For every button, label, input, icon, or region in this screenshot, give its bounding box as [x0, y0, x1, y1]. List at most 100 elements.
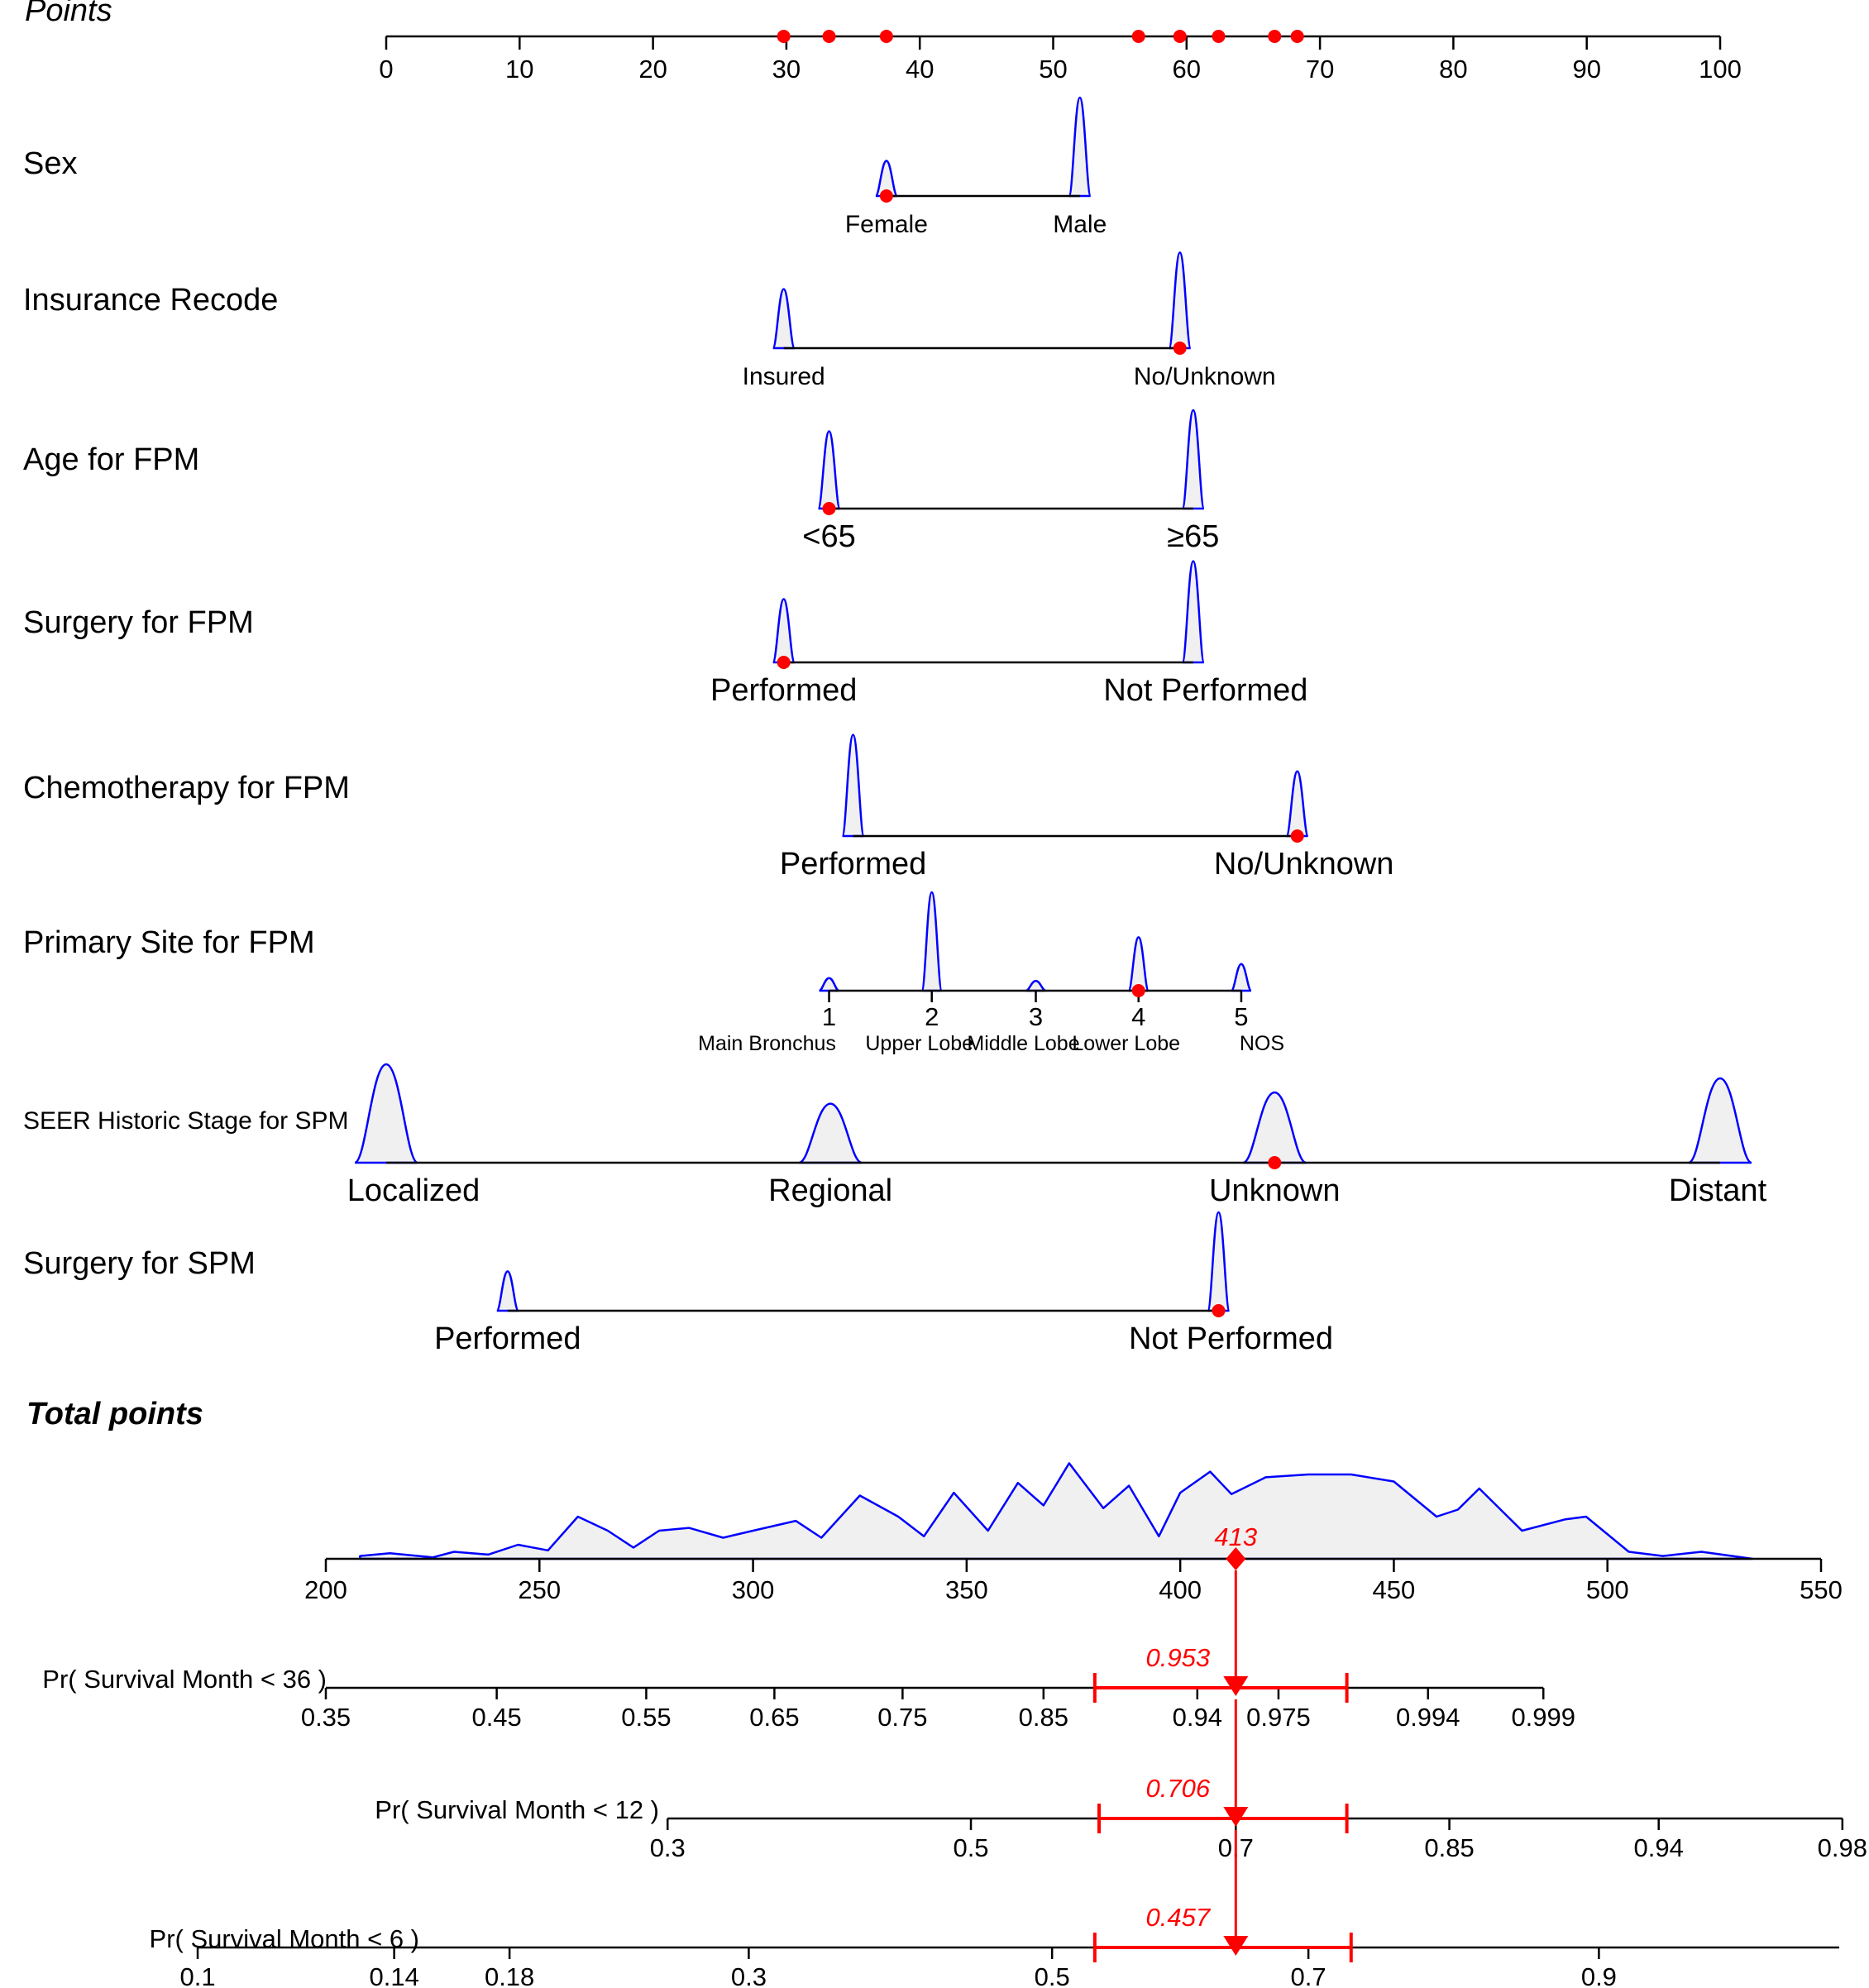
var-primary-site-for-fpm-code: 3 [1029, 1002, 1043, 1031]
points-selected-dot [1131, 30, 1145, 43]
var-sex-title: Sex [23, 146, 77, 181]
var-sex-selected-dot [879, 189, 893, 203]
var-sex-density [1068, 96, 1092, 198]
var-insurance-recode-level-label: Insured [743, 363, 825, 390]
prob-axis-1-tick-label: 0.999 [1511, 1703, 1575, 1732]
prob-axis-3-tick-label: 0.9 [1581, 1962, 1617, 1988]
var-surgery-for-fpm-level-label: Not Performed [1103, 673, 1307, 708]
var-chemotherapy-for-fpm-selected-dot [1290, 829, 1304, 843]
points-selected-dot [879, 30, 893, 43]
var-surgery-for-fpm-density [772, 598, 796, 664]
points-selected-dot [1290, 30, 1304, 43]
var-primary-site-for-fpm-code: 4 [1131, 1002, 1145, 1031]
var-primary-site-for-fpm-code: 1 [822, 1002, 836, 1031]
var-insurance-recode-level-label: No/Unknown [1134, 363, 1276, 390]
total-points-tick-label: 300 [732, 1575, 775, 1604]
var-surgery-for-spm-density [495, 1270, 520, 1312]
var-primary-site-for-fpm-level-label: Middle Lobe [967, 1032, 1079, 1055]
prob-axis-3-tick-label: 0.5 [1035, 1962, 1070, 1988]
points-tick-label: 100 [1699, 55, 1742, 84]
prob-axis-1-tick-label: 0.35 [301, 1703, 351, 1732]
prob-axis-2-tick-label: 0.98 [1818, 1833, 1867, 1862]
var-chemotherapy-for-fpm-title: Chemotherapy for FPM [23, 771, 350, 805]
points-selected-dot [777, 30, 791, 43]
var-primary-site-for-fpm-density [1127, 936, 1150, 992]
total-points-tick-label: 550 [1800, 1575, 1843, 1604]
var-primary-site-for-fpm-code: 5 [1234, 1002, 1248, 1031]
var-chemotherapy-for-fpm-density [1285, 770, 1309, 838]
var-insurance-recode-density [772, 288, 796, 350]
total-points-tick-label: 400 [1159, 1575, 1202, 1604]
prob-axis-1-tick-label: 0.65 [749, 1703, 799, 1732]
var-primary-site-for-fpm-selected-dot [1131, 984, 1145, 997]
prob-axis-1-tick-label: 0.975 [1246, 1703, 1311, 1732]
var-seer-historic-stage-for-spm-density [798, 1102, 863, 1164]
points-tick-label: 0 [379, 55, 393, 84]
prob-axis-1-tick-label: 0.994 [1396, 1703, 1460, 1732]
total-points-tick-label: 450 [1373, 1575, 1416, 1604]
prob-axis-3-tick-label: 0.7 [1291, 1962, 1326, 1988]
total-points-tick-label: 350 [945, 1575, 988, 1604]
var-age-for-fpm-level-label: <65 [802, 519, 855, 554]
prob-axis-1-marker [1223, 1676, 1249, 1696]
prob-axis-2-tick-label: 0.85 [1424, 1833, 1474, 1862]
prob-axis-3-tick-label: 0.3 [731, 1962, 767, 1988]
var-chemotherapy-for-fpm-level-label: No/Unknown [1214, 847, 1394, 882]
var-age-for-fpm-title: Age for FPM [23, 442, 199, 477]
total-points-title: Total points [26, 1397, 203, 1431]
var-primary-site-for-fpm-density [1025, 979, 1046, 992]
var-primary-site-for-fpm-density [920, 891, 943, 992]
var-seer-historic-stage-for-spm-density [354, 1063, 418, 1164]
prob-axis-1-tick-label: 0.85 [1019, 1703, 1068, 1732]
var-primary-site-for-fpm-density [819, 977, 840, 992]
var-primary-site-for-fpm-level-label: NOS [1240, 1032, 1284, 1055]
var-sex-level-label: Male [1053, 211, 1107, 238]
var-surgery-for-spm-density [1207, 1211, 1231, 1312]
var-age-for-fpm-level-label: ≥65 [1167, 519, 1219, 554]
var-insurance-recode-selected-dot [1173, 342, 1187, 355]
var-primary-site-for-fpm-level-label: Lower Lobe [1072, 1032, 1180, 1055]
prob-axis-2-value: 0.706 [1146, 1774, 1211, 1803]
var-surgery-for-spm-title: Surgery for SPM [23, 1246, 256, 1281]
var-surgery-for-spm-level-label: Not Performed [1129, 1321, 1333, 1356]
prob-axis-2-tick-label: 0.94 [1634, 1833, 1684, 1862]
points-tick-label: 60 [1173, 55, 1201, 84]
var-seer-historic-stage-for-spm-selected-dot [1268, 1156, 1282, 1169]
points-tick-label: 30 [772, 55, 801, 84]
var-primary-site-for-fpm-level-label: Main Bronchus [698, 1032, 836, 1055]
var-surgery-for-fpm-title: Surgery for FPM [23, 605, 254, 640]
total-points-density [359, 1462, 1754, 1560]
prob-axis-1-tick-label: 0.75 [877, 1703, 927, 1732]
var-seer-historic-stage-for-spm-level-label: Unknown [1209, 1173, 1340, 1208]
prob-axis-3-marker [1223, 1936, 1249, 1956]
var-surgery-for-fpm-level-label: Performed [710, 673, 857, 708]
var-sex-density [874, 160, 899, 198]
prob-axis-3-label: Pr( Survival Month < 6 ) [150, 1924, 419, 1953]
var-surgery-for-fpm-selected-dot [777, 656, 791, 669]
total-points-value: 413 [1214, 1522, 1257, 1551]
prob-axis-3-tick-label: 0.1 [179, 1962, 215, 1988]
prob-axis-1-tick-label: 0.55 [621, 1703, 671, 1732]
points-selected-dot [822, 30, 836, 43]
var-primary-site-for-fpm-title: Primary Site for FPM [23, 925, 315, 960]
points-tick-label: 70 [1306, 55, 1334, 84]
var-primary-site-for-fpm-level-label: Upper Lobe [865, 1032, 973, 1055]
points-tick-label: 40 [906, 55, 934, 84]
points-tick-label: 50 [1039, 55, 1067, 84]
prob-axis-3-value: 0.457 [1146, 1903, 1212, 1932]
var-chemotherapy-for-fpm-density [841, 734, 865, 838]
prob-axis-1-tick-label: 0.45 [471, 1703, 521, 1732]
var-age-for-fpm-density [817, 430, 841, 510]
var-seer-historic-stage-for-spm-level-label: Distant [1669, 1173, 1767, 1208]
var-seer-historic-stage-for-spm-level-label: Regional [768, 1173, 892, 1208]
points-selected-dot [1173, 30, 1187, 43]
var-age-for-fpm-density [1181, 409, 1206, 510]
var-seer-historic-stage-for-spm-density [1242, 1091, 1307, 1164]
total-points-tick-label: 500 [1586, 1575, 1629, 1604]
points-tick-label: 10 [505, 55, 533, 84]
var-primary-site-for-fpm-density [1230, 963, 1253, 992]
total-points-tick-label: 200 [304, 1575, 347, 1604]
points-axis-title: Points [25, 0, 112, 28]
var-chemotherapy-for-fpm-level-label: Performed [780, 847, 926, 882]
var-insurance-recode-title: Insurance Recode [23, 283, 278, 318]
